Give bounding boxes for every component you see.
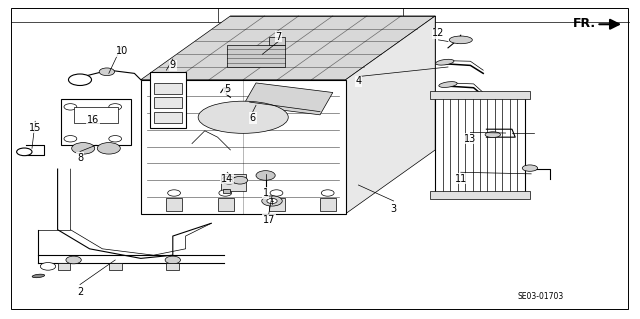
Ellipse shape [168, 190, 180, 196]
Text: 14: 14 [221, 174, 234, 184]
Bar [218, 198, 234, 211]
Text: 11: 11 [454, 174, 467, 184]
Ellipse shape [97, 143, 120, 154]
Text: 10: 10 [115, 46, 128, 56]
Polygon shape [227, 45, 285, 67]
Bar [430, 191, 530, 199]
Bar [166, 263, 179, 270]
Bar [61, 99, 131, 145]
Text: 9: 9 [170, 60, 176, 70]
Polygon shape [346, 16, 435, 214]
Ellipse shape [262, 196, 282, 206]
Ellipse shape [66, 256, 81, 264]
Text: 3: 3 [390, 204, 397, 214]
Ellipse shape [232, 176, 248, 184]
Text: 17: 17 [262, 215, 275, 225]
Ellipse shape [40, 263, 56, 270]
Ellipse shape [256, 171, 275, 180]
Bar [269, 198, 285, 211]
Ellipse shape [321, 190, 334, 196]
Bar [154, 83, 182, 94]
Bar [221, 174, 246, 191]
Ellipse shape [436, 59, 454, 65]
Text: 4: 4 [355, 76, 362, 86]
Bar [430, 91, 530, 99]
Text: 5: 5 [224, 84, 230, 94]
Ellipse shape [198, 101, 288, 133]
Bar [223, 189, 230, 193]
Ellipse shape [64, 136, 77, 142]
Bar [166, 198, 182, 211]
Text: 13: 13 [464, 134, 477, 144]
Ellipse shape [72, 143, 95, 154]
Text: 6: 6 [250, 113, 256, 123]
Text: 8: 8 [77, 153, 83, 163]
Ellipse shape [267, 198, 277, 204]
Bar [435, 93, 525, 198]
Bar [58, 263, 70, 270]
Text: 7: 7 [275, 32, 282, 42]
Text: FR.: FR. [573, 18, 596, 30]
Ellipse shape [270, 190, 283, 196]
Text: 2: 2 [77, 287, 83, 297]
Bar [74, 107, 118, 123]
Ellipse shape [109, 104, 122, 110]
Text: 15: 15 [29, 122, 42, 133]
Bar [154, 97, 182, 108]
Ellipse shape [64, 104, 77, 110]
Ellipse shape [221, 176, 237, 184]
Ellipse shape [485, 132, 500, 137]
Text: 1: 1 [262, 188, 269, 198]
Text: SE03-01703: SE03-01703 [518, 293, 564, 301]
Text: 16: 16 [86, 115, 99, 125]
Text: 12: 12 [432, 28, 445, 39]
Bar [150, 72, 186, 128]
Bar [109, 263, 122, 270]
Polygon shape [141, 80, 346, 214]
Ellipse shape [219, 190, 232, 196]
Ellipse shape [17, 148, 32, 156]
Ellipse shape [439, 82, 457, 87]
Ellipse shape [522, 165, 538, 171]
Ellipse shape [32, 274, 45, 278]
Polygon shape [243, 83, 333, 115]
Polygon shape [141, 16, 435, 80]
Ellipse shape [68, 74, 92, 85]
Ellipse shape [165, 256, 180, 264]
Ellipse shape [109, 136, 122, 142]
Polygon shape [269, 37, 285, 45]
Ellipse shape [449, 36, 472, 44]
Bar [154, 112, 182, 123]
Ellipse shape [99, 68, 115, 76]
Bar [320, 198, 336, 211]
